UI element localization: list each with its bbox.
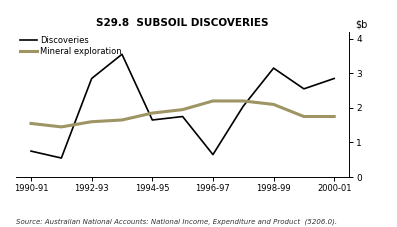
Mineral exploration — [119, 119, 124, 121]
Discoveries — [119, 53, 124, 56]
Mineral exploration — [59, 126, 64, 128]
Discoveries — [89, 77, 94, 80]
Mineral exploration — [150, 112, 155, 114]
Discoveries — [150, 119, 155, 121]
Mineral exploration — [332, 115, 337, 118]
Text: Source: Australian National Accounts: National Income, Expenditure and Product  : Source: Australian National Accounts: Na… — [16, 218, 337, 225]
Mineral exploration — [29, 122, 33, 125]
Discoveries — [59, 157, 64, 159]
Mineral exploration — [180, 108, 185, 111]
Discoveries — [210, 153, 215, 156]
Discoveries — [271, 67, 276, 69]
Mineral exploration — [89, 120, 94, 123]
Mineral exploration — [241, 100, 246, 102]
Text: $b: $b — [355, 19, 367, 29]
Discoveries — [332, 77, 337, 80]
Mineral exploration — [210, 100, 215, 102]
Mineral exploration — [271, 103, 276, 106]
Legend: Discoveries, Mineral exploration: Discoveries, Mineral exploration — [20, 36, 121, 56]
Discoveries — [241, 105, 246, 108]
Mineral exploration — [301, 115, 306, 118]
Discoveries — [180, 115, 185, 118]
Title: S29.8  SUBSOIL DISCOVERIES: S29.8 SUBSOIL DISCOVERIES — [96, 18, 269, 28]
Line: Mineral exploration: Mineral exploration — [31, 101, 334, 127]
Discoveries — [301, 87, 306, 90]
Discoveries — [29, 150, 33, 153]
Line: Discoveries: Discoveries — [31, 54, 334, 158]
